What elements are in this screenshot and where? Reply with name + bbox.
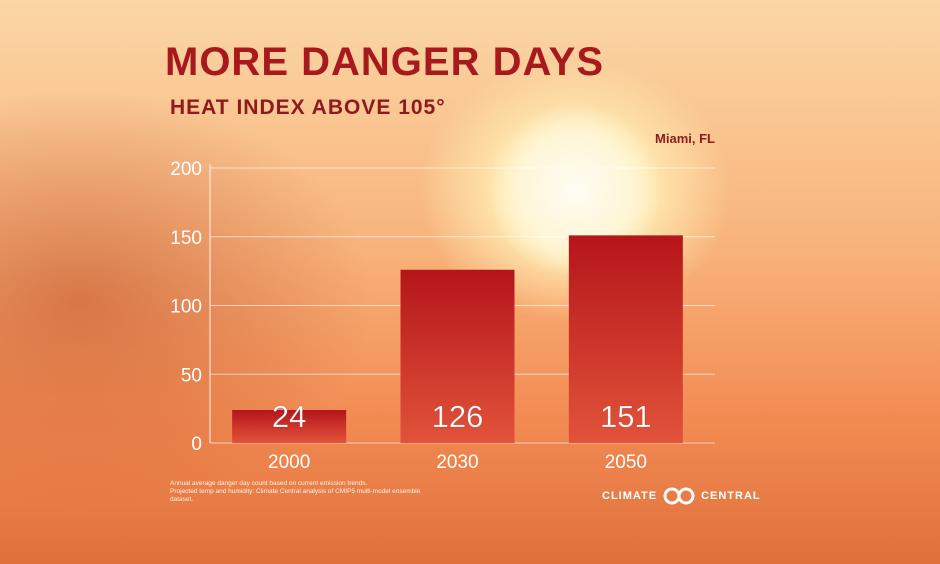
footnote-line-3: dataset.: [170, 496, 194, 503]
y-tick-label: 50: [181, 365, 202, 386]
x-tick-label: 2000: [268, 452, 310, 473]
x-tick-label: 2050: [605, 452, 647, 473]
logo-text-right: CENTRAL: [701, 490, 761, 502]
logo-text-left: CLIMATE: [602, 490, 658, 502]
y-tick-label: 200: [170, 159, 202, 180]
footnote-line-2: Projected temp and humidity: Climate Cen…: [170, 488, 421, 495]
y-tick-label: 150: [170, 228, 202, 249]
chart-title: MORE DANGER DAYS: [165, 40, 605, 84]
footnote-line-1: Annual average danger day count based on…: [170, 480, 368, 487]
logo-rings-icon: [663, 487, 695, 505]
x-tick-label: 2030: [436, 452, 478, 473]
bar-value-label: 126: [432, 399, 484, 434]
location-label: Miami, FL: [655, 131, 715, 146]
bar-2030: [400, 269, 515, 443]
bar-value-label: 24: [272, 399, 306, 434]
bar-2050: [568, 235, 683, 443]
footnote: Annual average danger day count based on…: [170, 480, 490, 504]
climate-central-logo: CLIMATE CENTRAL: [602, 486, 761, 506]
bar-value-label: 151: [600, 399, 652, 434]
bar-2000: [232, 410, 347, 443]
chart-subtitle: HEAT INDEX ABOVE 105°: [170, 96, 446, 119]
y-tick-label: 100: [170, 297, 202, 318]
y-tick-label: 0: [191, 434, 202, 455]
